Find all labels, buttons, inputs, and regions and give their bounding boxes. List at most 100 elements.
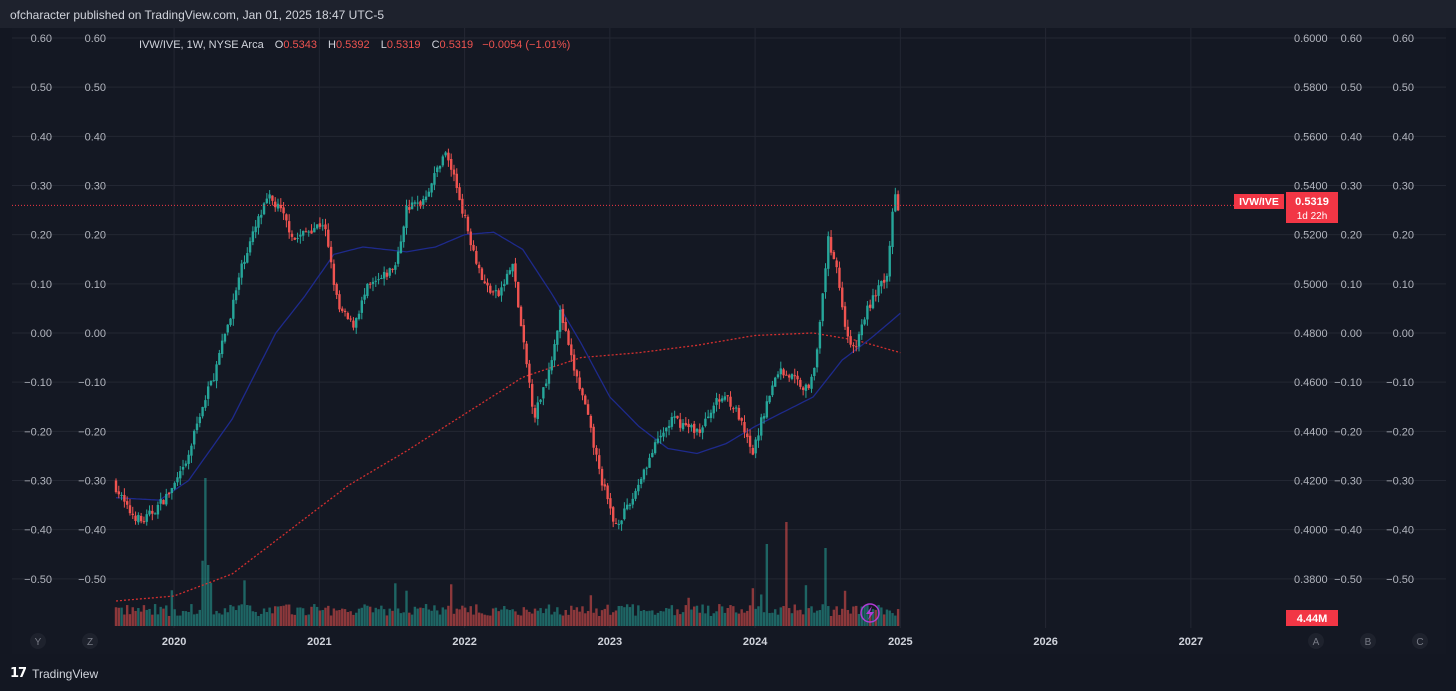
candle-body — [832, 252, 836, 260]
corner-button-b[interactable]: B — [1365, 637, 1372, 648]
candle-body — [793, 375, 796, 377]
candle-body — [871, 295, 875, 309]
candle-body — [240, 263, 243, 278]
candle-body — [740, 418, 743, 421]
corner-button-b-bg[interactable] — [1360, 633, 1376, 649]
candle-body — [503, 284, 506, 286]
candle-body — [396, 251, 400, 264]
percent-tick-label-left: −0.10 — [78, 377, 106, 389]
volume-bar — [117, 607, 120, 626]
candle-body — [229, 318, 232, 325]
volume-bar — [698, 612, 701, 626]
candle-body — [156, 504, 160, 515]
volume-bar — [114, 607, 118, 626]
volume-bar — [863, 605, 866, 626]
candle-body — [653, 442, 657, 454]
volume-bar — [497, 611, 500, 626]
candle-body — [466, 216, 470, 232]
candle-body — [430, 183, 433, 193]
candle-body — [768, 395, 771, 403]
percent-tick-label-left: −0.30 — [24, 476, 52, 488]
volume-bar — [371, 612, 375, 626]
volume-bar — [771, 612, 774, 626]
legend-open-value: 0.5343 — [283, 39, 317, 51]
corner-button-c-bg[interactable] — [1412, 633, 1428, 649]
volume-bar — [659, 610, 662, 626]
legend-symbol: IVW/IVE, 1W, NYSE Arca — [139, 39, 265, 51]
volume-bar — [343, 609, 347, 626]
corner-button-y[interactable]: Y — [35, 637, 42, 648]
candle-body — [603, 484, 607, 487]
volume-bar — [232, 606, 235, 626]
volume-bar — [857, 613, 861, 626]
candle-body — [785, 374, 788, 376]
volume-bar — [212, 614, 215, 626]
candle-body — [709, 412, 713, 418]
volume-bar — [525, 609, 528, 626]
candle-body — [125, 501, 129, 505]
volume-bar — [215, 610, 218, 626]
volume-bar — [517, 614, 520, 626]
candle-body — [589, 415, 593, 428]
corner-button-a[interactable]: A — [1313, 637, 1320, 648]
chart-area[interactable]: 0.6000 0.60 0.60 0.60 0.60 0.5800 0.50 0.50 0.50… — [12, 28, 1446, 654]
volume-bar — [810, 606, 813, 626]
volume-bar — [494, 607, 498, 626]
candle-body — [846, 326, 850, 337]
volume-bar — [360, 607, 364, 626]
price-tag-value-bg — [1286, 192, 1338, 223]
volume-bar — [620, 605, 623, 626]
candle-body — [304, 231, 308, 233]
corner-button-z[interactable]: Z — [87, 637, 93, 648]
corner-button-a-bg[interactable] — [1308, 633, 1324, 649]
candle-body — [634, 490, 637, 499]
candle-body — [410, 202, 414, 210]
volume-bar — [776, 614, 780, 626]
price-chart[interactable]: 0.6000 0.60 0.60 0.60 0.60 0.5800 0.50 0.50 0.50… — [12, 28, 1446, 654]
volume-bar — [151, 614, 154, 626]
volume-bar — [642, 610, 646, 626]
volume-bar — [729, 605, 732, 626]
candle-body — [198, 417, 201, 424]
candle-body — [665, 427, 668, 432]
volume-bar — [584, 613, 587, 626]
candle-body — [120, 494, 123, 496]
volume-bar — [271, 613, 274, 626]
candle-body — [729, 396, 732, 407]
percent-tick-label-left: 0.00 — [31, 328, 52, 340]
volume-bar — [550, 614, 553, 626]
volume-bar — [220, 614, 224, 626]
legend-close-label: C — [432, 39, 440, 51]
volume-bar — [229, 604, 232, 626]
candle-body — [399, 241, 403, 253]
corner-button-y-bg[interactable] — [30, 633, 46, 649]
corner-button-z-bg[interactable] — [82, 633, 98, 649]
volume-bar — [754, 608, 757, 626]
candle-body — [307, 231, 310, 233]
volume-bar — [402, 612, 405, 626]
candle-body — [441, 156, 445, 166]
volume-bar — [209, 583, 213, 626]
volume-bar — [282, 605, 285, 626]
volume-bar — [774, 609, 777, 626]
candle-body — [332, 263, 336, 285]
volume-bar — [637, 605, 640, 626]
volume-bar — [234, 610, 238, 626]
tradingview-brand[interactable]: 17 TradingView — [10, 666, 98, 681]
volume-bar — [709, 615, 713, 626]
percent-tick-label-left: 0.20 — [31, 230, 52, 242]
volume-bar — [748, 605, 752, 626]
volume-bar — [438, 614, 442, 626]
candle-body — [408, 207, 411, 210]
volume-bar — [631, 604, 634, 626]
volume-bar — [662, 611, 665, 626]
price-tag[interactable]: IVW/IVE 0.5319 1d 22h — [1234, 192, 1338, 223]
candle-body — [648, 457, 651, 468]
corner-button-c[interactable]: C — [1416, 637, 1423, 648]
legend-close-value: 0.5319 — [440, 39, 474, 51]
lightning-icon[interactable] — [860, 603, 880, 623]
candle-body — [455, 173, 458, 188]
volume-bar — [321, 610, 324, 626]
percent-tick-label-right: −0.40 — [1334, 525, 1362, 537]
sma-fast — [115, 231, 901, 501]
